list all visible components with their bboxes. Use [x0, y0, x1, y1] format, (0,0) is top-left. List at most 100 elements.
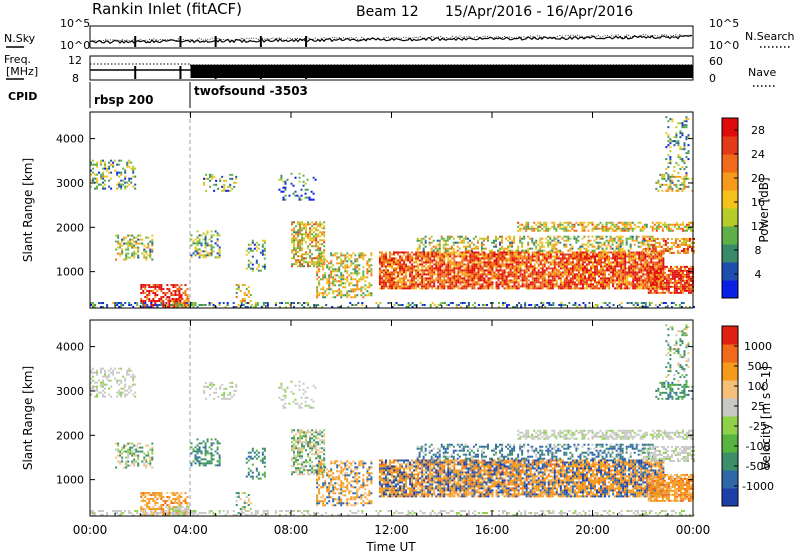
power-cell: [401, 259, 403, 261]
power-cell: [421, 251, 423, 253]
power-cell: [638, 277, 640, 279]
power-cell: [672, 230, 674, 232]
power-cell: [439, 261, 441, 263]
power-cell: [441, 279, 443, 281]
power-cell: [346, 260, 348, 262]
power-cell: [471, 242, 473, 244]
power-cell: [322, 252, 324, 254]
power-cell: [115, 249, 117, 251]
power-cell: [519, 230, 521, 232]
power-cell: [313, 235, 315, 237]
power-cell: [158, 284, 160, 286]
power-cell: [608, 257, 610, 259]
power-cell: [566, 279, 568, 281]
power-cell: [463, 279, 465, 281]
power-cell: [381, 251, 383, 253]
power-cell: [669, 182, 671, 184]
power-cell: [291, 221, 293, 223]
power-cell: [368, 260, 370, 262]
power-cell: [649, 238, 651, 240]
power-cell: [443, 277, 445, 279]
power-cell: [583, 248, 585, 250]
power-cell: [657, 190, 659, 192]
power-cell: [500, 277, 502, 279]
power-cell: [650, 261, 652, 263]
power-cell: [399, 257, 401, 259]
power-cell: [415, 287, 417, 289]
power-cell: [672, 286, 674, 288]
power-cell: [295, 263, 297, 265]
power-cell: [395, 267, 397, 269]
power-cell: [558, 287, 560, 289]
power-cell: [612, 248, 614, 250]
power-cell: [634, 271, 636, 273]
power-cell: [246, 294, 248, 296]
power-cell: [439, 281, 441, 283]
power-cell: [674, 288, 676, 290]
power-cell: [656, 268, 658, 270]
power-cell: [542, 287, 544, 289]
power-cell: [576, 263, 578, 265]
power-cell: [576, 279, 578, 281]
power-cell: [561, 224, 563, 226]
power-cell: [156, 294, 158, 296]
power-cell: [652, 268, 654, 270]
power-cell: [307, 247, 309, 249]
power-cell: [477, 277, 479, 279]
power-cell: [477, 263, 479, 265]
power-cell: [687, 244, 689, 246]
power-cell: [419, 263, 421, 265]
power-cell: [130, 168, 132, 170]
power-cell: [407, 267, 409, 269]
power-cell: [620, 238, 622, 240]
power-cell: [656, 230, 658, 232]
power-cell: [366, 286, 368, 288]
power-cell: [648, 292, 650, 294]
power-cell: [132, 176, 134, 178]
power-cell: [461, 259, 463, 261]
power-cell: [600, 271, 602, 273]
power-cell: [256, 260, 258, 262]
power-cell: [550, 261, 552, 263]
power-cell: [622, 242, 624, 244]
power-cell: [350, 256, 352, 258]
power-cell: [315, 245, 317, 247]
power-cell: [209, 238, 211, 240]
power-cell: [537, 222, 539, 224]
power-cell: [588, 283, 590, 285]
power-cell: [584, 279, 586, 281]
power-cell: [401, 283, 403, 285]
power-cell: [191, 256, 193, 258]
power-cell: [299, 225, 301, 227]
power-cell: [660, 280, 662, 282]
power-cell: [417, 238, 419, 240]
power-cell: [542, 255, 544, 257]
power-cell: [558, 261, 560, 263]
power-cell: [201, 244, 203, 246]
power-cell: [395, 257, 397, 259]
power-cell: [299, 245, 301, 247]
power-cell: [379, 251, 381, 253]
power-cell: [562, 283, 564, 285]
power-cell: [616, 230, 618, 232]
power-cell: [578, 269, 580, 271]
power-cell: [498, 279, 500, 281]
power-cell: [604, 269, 606, 271]
power-cell: [604, 228, 606, 230]
beam-label: Beam 12: [356, 4, 419, 20]
power-cell: [401, 279, 403, 281]
power-cell: [516, 253, 518, 255]
power-cell: [471, 269, 473, 271]
power-cell: [425, 261, 427, 263]
power-cell: [413, 265, 415, 267]
power-cell: [504, 251, 506, 253]
power-cell: [479, 287, 481, 289]
power-cell: [481, 253, 483, 255]
power-cell: [504, 271, 506, 273]
power-cell: [667, 248, 669, 250]
power-cell: [600, 267, 602, 269]
power-cell: [309, 257, 311, 259]
power-cell: [563, 244, 565, 246]
power-cell: [600, 281, 602, 283]
power-cell: [618, 244, 620, 246]
